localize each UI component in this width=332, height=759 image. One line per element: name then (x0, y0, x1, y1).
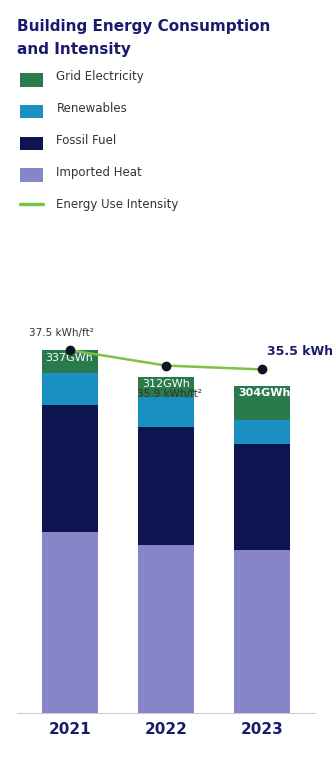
Text: 35.5 kWh/ft²: 35.5 kWh/ft² (267, 345, 332, 357)
Text: 37.5 kWh/ft²: 37.5 kWh/ft² (29, 329, 94, 339)
Bar (42, 373, 98, 405)
Bar (234, 386, 290, 420)
Bar (138, 397, 194, 427)
Bar (138, 546, 194, 713)
Text: Imported Heat: Imported Heat (56, 165, 142, 179)
Text: 337GWh: 337GWh (45, 352, 93, 363)
Text: Building Energy Consumption: Building Energy Consumption (17, 19, 270, 34)
Text: 304GWh: 304GWh (238, 388, 290, 398)
Text: Grid Electricity: Grid Electricity (56, 70, 144, 83)
Bar (42, 533, 98, 713)
Bar (234, 420, 290, 444)
Text: Energy Use Intensity: Energy Use Intensity (56, 197, 179, 211)
Bar (138, 377, 194, 397)
Bar (42, 405, 98, 533)
Bar (234, 550, 290, 713)
Text: and Intensity: and Intensity (17, 42, 130, 57)
Text: Renewables: Renewables (56, 102, 127, 115)
Bar (234, 444, 290, 550)
Bar (42, 351, 98, 373)
Text: Fossil Fuel: Fossil Fuel (56, 134, 117, 147)
Bar (138, 427, 194, 546)
Text: 35.9 kWh/ft²: 35.9 kWh/ft² (137, 389, 202, 398)
Text: 312GWh: 312GWh (142, 380, 190, 389)
